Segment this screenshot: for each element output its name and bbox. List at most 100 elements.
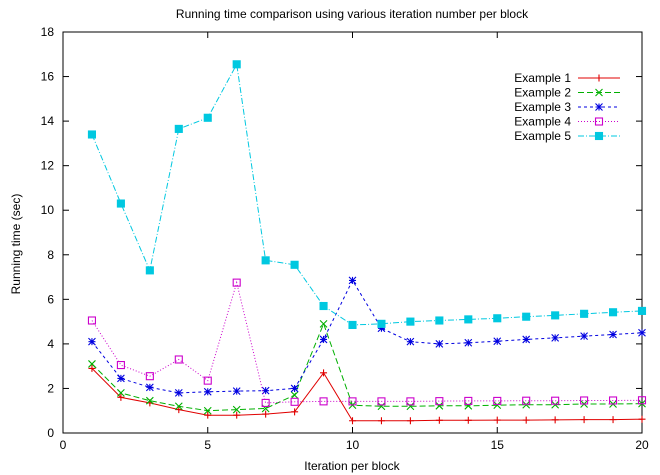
data-point [261,386,270,395]
data-point [551,333,560,342]
y-tick-label: 4 [47,337,54,351]
data-point [595,103,603,111]
x-tick-label: 5 [204,438,211,452]
y-tick-label: 2 [47,381,54,395]
data-point [435,416,443,424]
data-point [464,396,473,405]
data-point [174,355,183,364]
data-point [580,416,588,424]
data-point [290,260,299,269]
data-point [637,306,647,315]
y-tick-label: 12 [41,159,55,173]
data-point [232,405,241,414]
data-point [435,397,444,406]
y-tick-label: 16 [41,70,55,84]
data-point [232,278,241,287]
data-point [464,315,473,324]
data-point [406,317,415,326]
data-point [551,311,560,320]
series-line [91,279,643,394]
data-point [608,396,618,405]
data-point [319,335,328,344]
data-point [580,309,589,318]
data-series [87,60,647,425]
data-point [464,416,472,424]
data-point [319,397,328,406]
data-point [203,387,212,396]
data-point [290,384,299,393]
data-point [580,396,589,405]
data-point [233,411,241,419]
data-point [464,401,473,410]
series-2 [88,319,646,415]
data-point [349,417,356,425]
legend-label: Example 4 [514,115,571,129]
data-point [435,316,444,325]
data-point [522,335,531,344]
data-point [435,340,444,348]
data-point [551,416,559,424]
data-point [608,308,618,317]
y-axis-label: Running time (sec) [9,194,23,295]
data-point [348,397,357,406]
data-point [174,124,183,133]
data-point [174,402,183,411]
y-tick-label: 6 [47,292,54,306]
series-line [91,368,643,422]
chart-title: Running time comparison using various it… [176,7,529,21]
data-point [319,301,328,311]
data-point [580,332,588,340]
data-point [320,369,328,377]
data-point [637,396,647,405]
y-tick-label: 8 [47,248,54,262]
data-point [493,337,502,346]
data-point [522,416,530,424]
data-point [87,316,96,325]
series-line [91,62,643,326]
data-point [116,361,125,370]
data-point [88,337,96,346]
data-point [522,312,531,321]
data-point [319,319,328,328]
series-4 [87,278,647,407]
data-point [609,330,617,339]
legend-label: Example 2 [514,86,571,100]
data-point [175,406,183,414]
data-point [116,199,125,208]
data-point [493,416,501,424]
data-point [290,397,299,406]
data-point [145,372,154,381]
data-point [377,319,386,328]
legend-label: Example 3 [514,100,571,114]
axis-ticks: 0 5 10 15 20 0 2 4 6 8 10 12 14 16 18 [41,25,649,452]
series-line [91,322,643,412]
data-point [377,397,386,406]
data-point [348,276,357,285]
legend-label: Example 1 [514,71,571,85]
series-line [91,280,643,404]
data-point [595,74,603,82]
x-axis-label: Iteration per block [304,459,400,473]
data-point [261,256,270,265]
x-tick-label: 10 [346,438,360,452]
x-tick-label: 15 [491,438,505,452]
y-tick-label: 0 [47,426,54,440]
series-3 [88,276,646,397]
data-point [232,60,241,69]
data-point [522,396,531,405]
data-point [594,117,604,126]
data-point [638,328,646,337]
data-point [145,396,154,405]
series-5 [87,60,647,330]
data-point [493,314,502,323]
y-tick-label: 10 [41,203,55,217]
y-tick-label: 14 [41,114,55,128]
data-point [594,131,604,141]
data-point [117,389,125,397]
data-point [203,113,212,122]
data-point [87,130,96,139]
data-point [348,320,357,330]
data-point [145,266,154,275]
